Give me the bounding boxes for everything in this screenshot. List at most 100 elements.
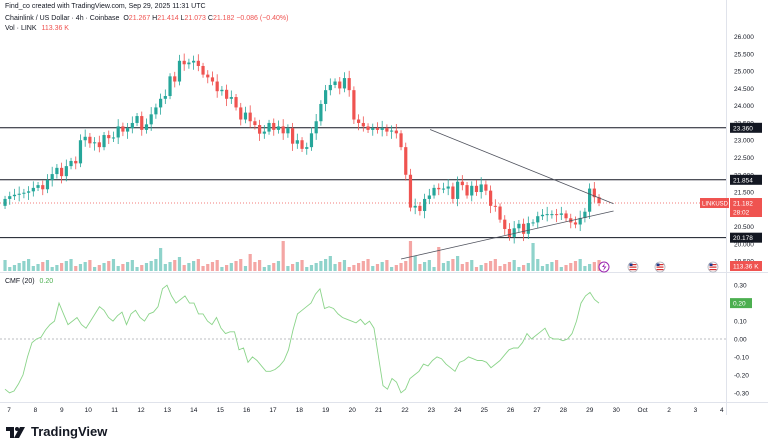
time-tick-label: 26 <box>507 407 515 414</box>
candle-body <box>45 179 50 190</box>
volume-line: Vol · LINK 113.36 K <box>5 24 69 33</box>
candle-body <box>399 133 403 148</box>
trendline-upper <box>429 129 614 205</box>
volume-bar <box>12 265 17 271</box>
price-tick-label: 26.000 <box>734 34 754 41</box>
candle-body <box>531 222 535 224</box>
volume-bar <box>309 265 314 271</box>
level-upper-label-text: 23.360 <box>733 125 753 132</box>
trendline-lower <box>400 210 614 260</box>
time-tick-label: 15 <box>217 407 225 414</box>
cmf-header: CMF (20) 0.20 <box>5 277 53 286</box>
volume-bar <box>22 261 26 271</box>
candle-body <box>210 77 215 82</box>
time-tick-label: 10 <box>85 407 93 414</box>
us-flag-stripe <box>709 266 717 268</box>
price-tick-label: 25.500 <box>734 51 754 58</box>
candle-body <box>154 107 158 115</box>
cmf-tick-label: 0.10 <box>734 319 747 326</box>
candle-body <box>470 185 474 196</box>
candle-body <box>187 62 191 65</box>
time-axis: 7 8 9 10 11 12 13 14 15 16 17 18 19 20 21 22 23 24 25 26 27 2… <box>7 407 724 414</box>
candle-body <box>437 187 441 190</box>
horizontal-levels <box>0 127 726 239</box>
candle-body <box>517 223 521 229</box>
candle-body <box>522 223 526 234</box>
time-tick-label: 14 <box>190 407 198 414</box>
time-tick-label: 12 <box>137 407 145 414</box>
volume-bar <box>3 260 7 271</box>
symbol-tag-text: LINKUSD <box>702 202 729 208</box>
volume-bar <box>470 260 474 271</box>
volume-bar <box>149 261 153 271</box>
volume-bar <box>74 266 78 271</box>
volume-bar <box>545 264 549 271</box>
candle-body <box>328 84 332 91</box>
time-tick-label: 3 <box>694 407 698 414</box>
event-icons <box>598 261 719 273</box>
volume-bar <box>88 260 92 271</box>
time-tick-label: 13 <box>164 407 172 414</box>
countdown-label-bg <box>730 207 762 218</box>
volume-bar <box>239 259 243 271</box>
volume-bar <box>573 261 578 271</box>
volume-bar <box>555 260 559 271</box>
candle-body <box>385 128 389 132</box>
volume-bar <box>531 243 535 271</box>
level-lower-label-bg <box>730 232 762 243</box>
price-tick-label: 20.500 <box>734 224 754 231</box>
candle-body <box>225 89 229 99</box>
candle-body <box>441 188 446 190</box>
volume-bar <box>366 259 370 271</box>
volume-bar <box>168 262 172 271</box>
time-tick-label: 21 <box>375 407 383 414</box>
candle-body <box>460 181 464 186</box>
time-tick-label: Oct <box>638 407 648 414</box>
volume-bar <box>333 264 337 271</box>
candle-body <box>267 122 271 132</box>
us-flag-stripe <box>709 264 717 266</box>
c-label: C <box>207 15 213 22</box>
volume-bar <box>399 263 403 271</box>
candle-body <box>272 122 276 130</box>
time-tick-label: 17 <box>269 407 277 414</box>
candle-body <box>295 140 299 144</box>
candle-body <box>206 74 210 78</box>
candle-body <box>17 193 21 195</box>
candle-body <box>248 112 252 122</box>
lightning-icon-glyph <box>602 263 607 271</box>
candle-body <box>22 192 26 194</box>
candle-body <box>107 135 111 139</box>
level-mid-label-bg <box>730 174 762 185</box>
candle-body <box>573 222 578 225</box>
volume-bar <box>324 259 328 271</box>
candle-body <box>60 167 64 177</box>
cmf-tick-label: -0.30 <box>734 390 749 397</box>
time-tick-label: 25 <box>481 407 489 414</box>
volume-bar <box>375 264 380 271</box>
volume-bar <box>206 264 210 271</box>
candle-body <box>347 78 351 91</box>
volume-bar <box>427 260 431 271</box>
price-tick-label: 24.000 <box>734 103 754 110</box>
candle-body <box>239 107 243 120</box>
candle-body <box>418 205 422 212</box>
trendlines <box>400 129 614 260</box>
volume-bar <box>102 263 106 271</box>
time-tick-label: 27 <box>533 407 541 414</box>
level-upper-label: 23.360 <box>730 122 762 133</box>
price-tick-label: 20.000 <box>734 241 754 248</box>
volume-bar <box>121 264 125 271</box>
level-mid-label: 21.854 <box>730 174 762 185</box>
volume-bar <box>60 263 64 271</box>
candle-body <box>380 128 384 130</box>
volume-bar <box>83 262 87 271</box>
candle-body <box>526 223 530 234</box>
price-tick-label: 21.500 <box>734 190 754 197</box>
volume-bar <box>404 261 408 271</box>
candle-body <box>121 126 125 132</box>
volume-bar <box>17 263 21 271</box>
volume-bar <box>196 259 200 271</box>
volume-bar <box>69 259 73 271</box>
volume-bar <box>116 266 120 271</box>
